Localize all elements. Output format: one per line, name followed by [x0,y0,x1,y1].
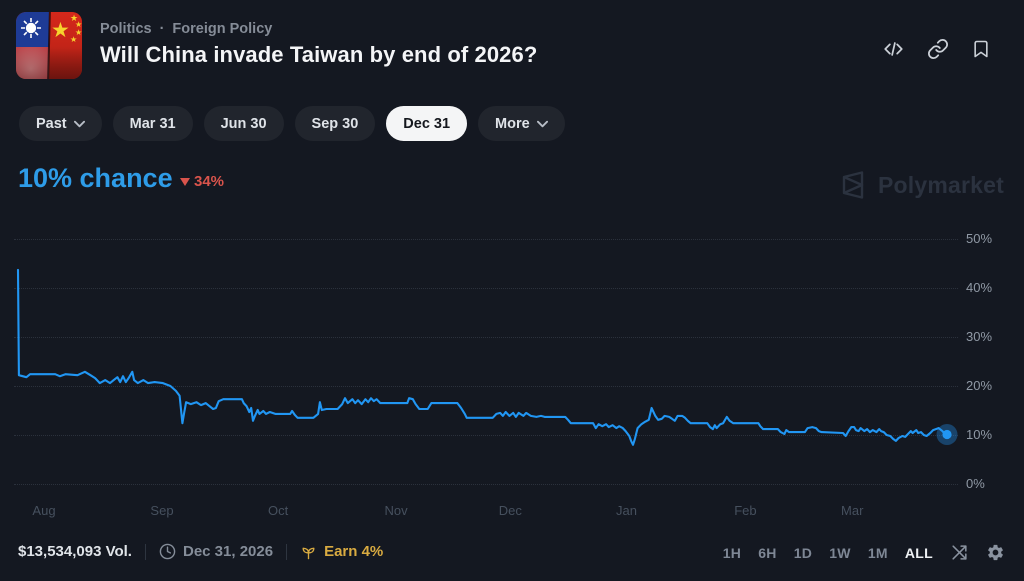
range-all[interactable]: ALL [904,544,933,561]
time-range-selector: 1H 6H 1D 1W 1M ALL [723,545,933,561]
gridline-30 [14,336,958,338]
expand-chart-icon[interactable] [950,543,969,562]
market-meta-bar: $13,534,093 Vol. Dec 31, 2026 Earn 4% [18,543,383,560]
tab-label: More [495,115,530,132]
y-tick-label: 0% [966,475,985,491]
earn-label: Earn 4% [324,543,384,560]
china-flag-star-icon: ★ [75,21,82,29]
x-tick-label: Mar [841,503,864,518]
chart-controls: 1H 6H 1D 1W 1M ALL [723,543,1005,562]
taiwan-sun-icon [21,18,41,38]
chance-value: 10% chance [18,163,173,193]
y-tick-label: 40% [966,279,993,295]
flag-grunge-overlay [16,12,82,79]
x-tick-label: Sep [150,503,174,518]
clock-icon [159,543,176,560]
gridline-0 [14,483,958,485]
end-date-label: Dec 31, 2026 [182,543,274,560]
chance-delta: 34% [180,173,224,190]
range-6h[interactable]: 6H [758,544,777,561]
gridline-10 [14,434,958,436]
triangle-down-icon [180,178,190,186]
tab-more[interactable]: More [478,106,565,141]
copy-link-icon[interactable] [927,38,949,60]
polymarket-watermark-label: Polymarket [877,171,1004,198]
chance-delta-value: 34% [194,173,225,190]
gridline-50 [14,238,958,240]
tab-dec-31[interactable]: Dec 31 [386,106,468,141]
embed-code-icon[interactable] [882,38,905,60]
range-1d[interactable]: 1D [793,544,813,561]
outcome-tabs: Past Mar 31 Jun 30 Sep 30 Dec 31 More [19,106,565,141]
tab-sep-30[interactable]: Sep 30 [294,106,376,141]
range-1w[interactable]: 1W [829,544,851,561]
tab-jun-30[interactable]: Jun 30 [203,106,284,141]
end-date: Dec 31, 2026 [159,543,273,560]
range-1m[interactable]: 1M [867,544,888,561]
china-flag-half: ★ ★ ★ ★ ★ [49,12,82,79]
page-title: Will China invade Taiwan by end of 2026? [100,42,538,67]
china-flag-star-icon: ★ [70,36,77,44]
sprout-icon [302,547,315,560]
tab-label: Past [36,115,67,132]
divider [144,543,146,560]
market-thumbnail-taiwan-china-flag: ★ ★ ★ ★ ★ [16,12,82,79]
x-tick-label: Oct [267,503,289,518]
gridline-20 [14,385,958,387]
y-tick-label: 20% [966,377,993,393]
x-tick-label: Jan [616,503,637,518]
chevron-down-icon [536,120,548,127]
settings-gear-icon[interactable] [986,543,1005,562]
taiwan-flag-half [16,12,49,79]
endpoint-dot [942,429,952,440]
china-flag-star-icon: ★ [75,29,82,37]
tab-label: Dec 31 [403,115,451,132]
tab-label: Sep 30 [311,115,359,132]
breadcrumb-category[interactable]: Politics [100,21,152,37]
volume-label: $13,534,093 Vol. [18,543,132,560]
y-tick-label: 10% [966,426,993,442]
breadcrumb-subcategory[interactable]: Foreign Policy [172,21,273,37]
x-tick-label: Feb [734,503,757,518]
tab-mar-31[interactable]: Mar 31 [112,106,193,141]
range-1h[interactable]: 1H [722,544,742,561]
x-tick-label: Nov [384,503,408,518]
x-tick-label: Dec [498,503,522,518]
y-tick-label: 30% [966,328,993,344]
y-tick-label: 50% [966,230,993,246]
polymarket-logo-icon [842,171,864,199]
bookmark-icon[interactable] [971,38,991,60]
gridline-40 [14,287,958,289]
china-flag-star-icon: ★ [51,20,70,41]
tab-label: Mar 31 [129,115,176,132]
breadcrumb-separator: · [159,21,165,37]
china-flag-star-icon: ★ [70,14,78,23]
header-actions [882,38,991,60]
tab-label: Jun 30 [220,115,267,132]
chevron-down-icon [73,120,85,127]
x-tick-label: Aug [32,503,56,518]
tab-past[interactable]: Past [19,106,102,141]
breadcrumb: Politics · Foreign Policy [100,21,272,37]
price-line [16,268,949,446]
earn-badge[interactable]: Earn 4% [300,543,383,560]
polymarket-watermark: Polymarket [837,169,1004,201]
divider [286,543,288,560]
